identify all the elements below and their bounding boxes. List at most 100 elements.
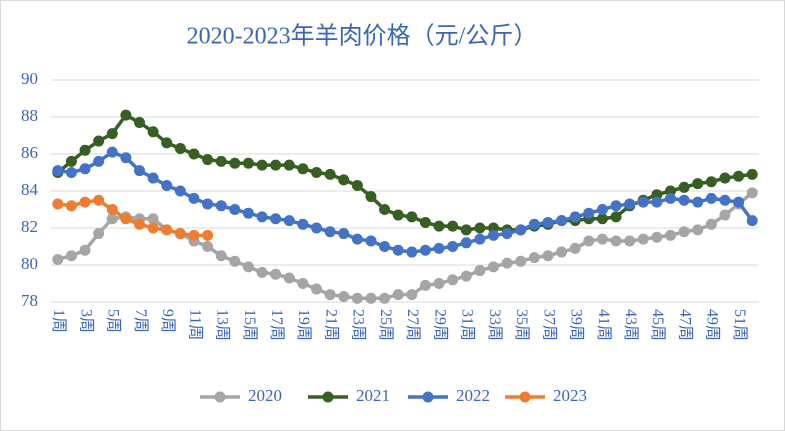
x-tick-label: 51周	[731, 309, 748, 341]
series-marker	[174, 185, 186, 197]
series-marker	[583, 235, 595, 247]
x-tick-label: 35周	[513, 309, 530, 341]
series-marker	[705, 176, 717, 188]
series-marker	[106, 204, 118, 215]
series-marker	[120, 152, 132, 164]
series-marker	[460, 270, 472, 282]
series-marker	[52, 165, 64, 177]
series-marker	[610, 200, 622, 212]
legend-marker	[422, 391, 434, 403]
series-marker	[501, 257, 513, 269]
series-marker	[79, 163, 91, 175]
x-tick-label: 1周	[50, 309, 67, 333]
series-marker	[297, 163, 309, 175]
legend-marker	[322, 391, 334, 403]
series-marker	[528, 218, 540, 230]
series-marker	[624, 235, 636, 247]
series-marker	[379, 241, 391, 252]
series-marker	[106, 146, 118, 158]
series-marker	[596, 204, 608, 215]
series-marker	[202, 241, 214, 252]
x-tick-label: 7周	[132, 309, 149, 333]
series-marker	[338, 174, 350, 186]
series-marker	[242, 207, 254, 219]
series-marker	[637, 233, 649, 245]
series-marker	[161, 179, 173, 191]
series-marker	[556, 246, 568, 258]
series-marker	[79, 196, 91, 208]
series-marker	[406, 211, 418, 223]
series-marker	[488, 229, 499, 241]
series-marker	[338, 228, 350, 240]
x-tick-label: 9周	[159, 309, 176, 333]
series-marker	[147, 172, 159, 184]
series-marker	[202, 229, 214, 241]
chart-title: 2020-2023年羊肉价格（元/公斤）	[187, 23, 538, 50]
series-marker	[147, 126, 159, 138]
series-marker	[569, 242, 581, 254]
series-marker	[338, 290, 350, 302]
series-marker	[242, 157, 254, 169]
series-marker	[474, 222, 486, 234]
series-marker	[419, 216, 431, 228]
series-marker	[665, 192, 676, 204]
series-marker	[79, 244, 91, 256]
series-marker	[256, 159, 268, 171]
series-marker	[460, 237, 472, 249]
y-tick-label: 82	[21, 217, 38, 236]
series-marker	[746, 168, 758, 180]
series-marker	[270, 159, 282, 171]
series-marker	[147, 213, 159, 225]
series-marker	[501, 228, 513, 240]
series-marker	[283, 272, 295, 284]
series-marker	[433, 220, 445, 232]
y-tick-label: 88	[21, 106, 38, 125]
x-tick-label: 17周	[268, 309, 285, 341]
series-marker	[52, 198, 64, 210]
series-marker	[460, 224, 472, 236]
series-marker	[93, 155, 105, 167]
series-marker	[215, 200, 227, 212]
legend-label: 2022	[456, 386, 490, 405]
x-tick-label: 45周	[649, 309, 666, 341]
series-marker	[651, 231, 663, 243]
series-marker	[392, 209, 404, 221]
series-marker	[692, 196, 704, 208]
series-marker	[65, 200, 77, 212]
x-tick-label: 27周	[404, 309, 421, 341]
series-marker	[161, 224, 173, 236]
y-tick-label: 78	[21, 291, 38, 310]
series-marker	[406, 246, 418, 258]
series-marker	[542, 216, 554, 228]
series-marker	[447, 241, 459, 252]
x-tick-label: 11周	[186, 309, 203, 340]
series-marker	[134, 117, 145, 129]
y-tick-label: 80	[21, 254, 38, 273]
series-marker	[488, 261, 499, 273]
series-marker	[528, 252, 540, 264]
x-tick-label: 15周	[241, 309, 258, 341]
series-marker	[542, 250, 554, 262]
series-marker	[147, 222, 159, 234]
series-marker	[215, 250, 227, 262]
x-tick-label: 47周	[676, 309, 693, 341]
series-marker	[311, 167, 322, 178]
series-marker	[419, 279, 431, 291]
series-marker	[120, 109, 132, 121]
series-marker	[188, 192, 200, 204]
series-marker	[202, 198, 214, 210]
series-marker	[311, 222, 322, 234]
series-marker	[351, 179, 363, 191]
series-marker	[106, 128, 118, 140]
series-marker	[515, 224, 527, 236]
series-marker	[692, 178, 704, 190]
x-tick-label: 43周	[622, 309, 639, 341]
series-marker	[365, 235, 377, 247]
series-marker	[379, 292, 391, 304]
series-marker	[596, 213, 608, 225]
series-marker	[746, 187, 758, 199]
series-marker	[351, 292, 363, 304]
series-marker	[692, 224, 704, 236]
series-marker	[120, 213, 132, 225]
